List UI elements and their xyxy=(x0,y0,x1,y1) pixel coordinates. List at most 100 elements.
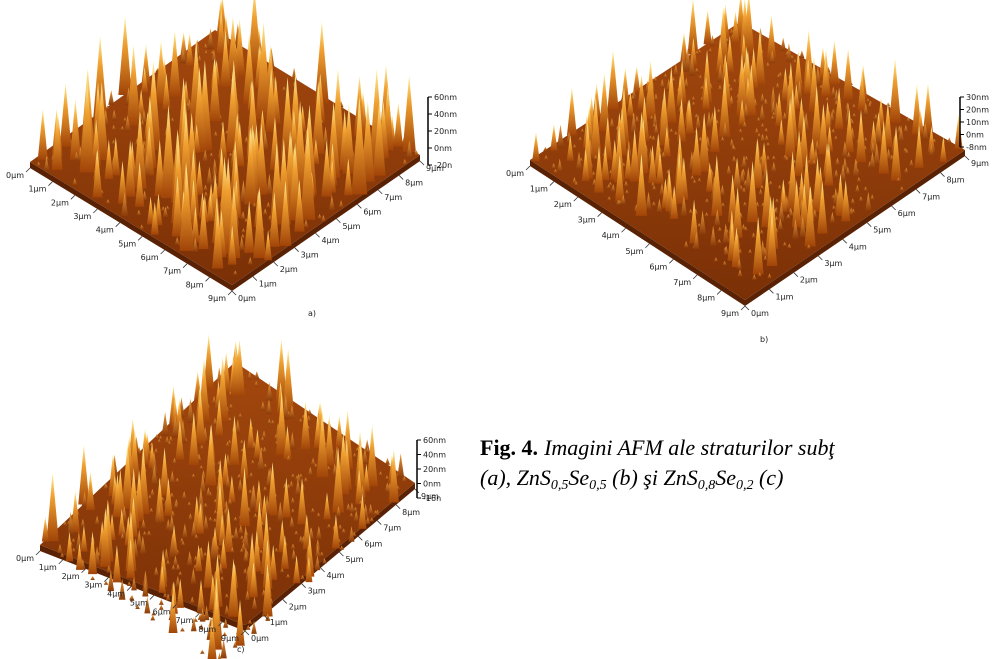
axis-tick xyxy=(717,290,721,294)
axis-tick xyxy=(693,275,697,279)
axis-label: 5μm xyxy=(118,239,136,248)
subscript: 0,2 xyxy=(736,478,754,493)
peak xyxy=(403,75,416,152)
scale-label: 0nm xyxy=(423,480,441,489)
axis-tick xyxy=(769,289,773,293)
scale-label: 40nm xyxy=(434,110,457,119)
axis-tick xyxy=(396,505,400,509)
axis-label: 0μm xyxy=(751,309,769,318)
caption-lead: Fig. 4. xyxy=(480,435,538,460)
subscript: 0,5 xyxy=(551,478,569,493)
axis-label: 2μm xyxy=(800,276,818,285)
axis-label: 8μm xyxy=(405,178,423,187)
axis-label: 3μm xyxy=(308,587,326,596)
axis-label: 7μm xyxy=(922,192,940,201)
axis-label: 4μm xyxy=(107,590,125,599)
scale-label: -16n xyxy=(423,494,441,503)
axis-tick xyxy=(183,264,187,268)
peak xyxy=(532,132,540,161)
peak xyxy=(46,473,58,541)
peak xyxy=(385,458,390,465)
peak xyxy=(557,124,564,147)
axis-label: 1μm xyxy=(28,185,46,194)
axis-label: 2μm xyxy=(289,602,307,611)
axis-tick xyxy=(598,213,602,217)
axis-tick xyxy=(358,536,362,540)
figure: Fig. 4.Imagini AFM ale straturilor subţ … xyxy=(0,0,999,659)
axis-tick xyxy=(622,228,626,232)
scale-label: 20nm xyxy=(434,127,457,136)
axis-tick xyxy=(59,560,63,564)
peak xyxy=(843,48,853,99)
peak xyxy=(118,16,131,95)
axis-label: 7μm xyxy=(383,524,401,533)
axis-tick xyxy=(116,223,120,227)
axis-tick xyxy=(399,175,403,179)
scale-label: 10nm xyxy=(966,118,989,127)
scale-label: 20nm xyxy=(423,465,446,474)
subscript: 0,8 xyxy=(698,478,716,493)
axis-label: 3μm xyxy=(578,216,596,225)
axis-label: 3μm xyxy=(301,251,319,260)
panel-label: a) xyxy=(308,309,316,318)
axis-label: 9μm xyxy=(221,634,239,643)
axis-tick xyxy=(745,306,749,310)
axis-label: 0μm xyxy=(6,171,24,180)
peak xyxy=(38,109,48,160)
axis-tick xyxy=(336,219,340,223)
axis-tick xyxy=(206,277,210,281)
peak xyxy=(607,50,618,109)
axis-label: 6μm xyxy=(153,607,171,616)
axis-label: 5μm xyxy=(625,247,643,256)
peak xyxy=(108,90,114,105)
peak xyxy=(704,10,712,45)
axis-label: 0μm xyxy=(506,169,524,178)
peak xyxy=(799,50,804,58)
peak xyxy=(923,83,933,133)
axis-label: 7μm xyxy=(163,267,181,276)
scale-label: 60nm xyxy=(434,93,457,102)
axis-label: 7μm xyxy=(175,616,193,625)
axis-tick xyxy=(71,195,75,199)
axis-tick xyxy=(574,197,578,201)
axis-label: 8μm xyxy=(947,176,965,185)
axis-tick xyxy=(867,223,871,227)
axis-label: 5μm xyxy=(345,555,363,564)
peak xyxy=(397,453,404,478)
peak xyxy=(767,15,776,59)
axis-tick xyxy=(274,262,278,266)
peak xyxy=(254,371,259,379)
peak xyxy=(162,412,169,436)
peak xyxy=(633,66,640,92)
caption-part: Se xyxy=(715,465,736,490)
peak xyxy=(780,38,786,52)
axis-tick xyxy=(794,273,798,277)
axis-label: 3μm xyxy=(73,212,91,221)
axis-tick xyxy=(228,291,232,295)
axis-tick xyxy=(283,599,287,603)
axis-label: 7μm xyxy=(673,278,691,287)
peak xyxy=(180,627,184,631)
scale-label: 30nm xyxy=(966,93,989,102)
axis-label: 8μm xyxy=(186,280,204,289)
axis-tick xyxy=(26,168,30,172)
axis-label: 1μm xyxy=(270,618,288,627)
axis-label: 2μm xyxy=(51,198,69,207)
peak xyxy=(394,102,403,146)
axis-label: 4μm xyxy=(322,236,340,245)
axis-label: 9μm xyxy=(208,294,226,303)
axis-tick xyxy=(965,156,969,160)
axis-tick xyxy=(645,244,649,248)
scale-label: -20n xyxy=(434,161,452,170)
axis-tick xyxy=(127,587,131,591)
page: Fig. 4.Imagini AFM ale straturilor subţ … xyxy=(0,0,999,659)
axis-tick xyxy=(550,182,554,186)
axis-tick xyxy=(526,166,530,170)
subscript: 0,5 xyxy=(589,478,607,493)
axis-tick xyxy=(302,584,306,588)
axis-label: 4μm xyxy=(96,226,114,235)
axis-tick xyxy=(161,250,165,254)
axis-tick xyxy=(741,306,745,310)
axis-label: 6μm xyxy=(141,253,159,262)
axis-tick xyxy=(232,291,236,295)
